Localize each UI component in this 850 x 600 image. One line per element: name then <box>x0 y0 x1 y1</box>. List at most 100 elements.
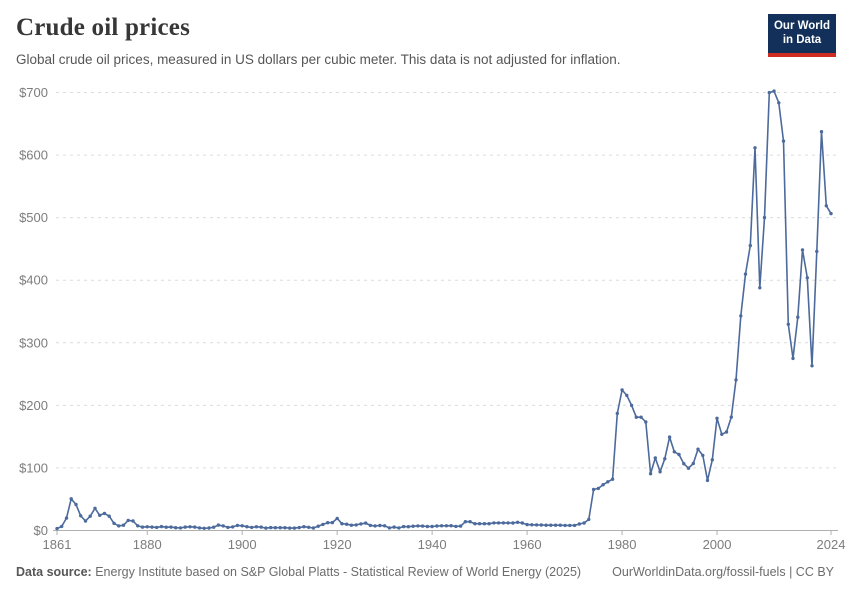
data-point[interactable] <box>796 315 800 319</box>
data-point[interactable] <box>653 456 657 460</box>
data-point[interactable] <box>425 524 430 529</box>
data-point[interactable] <box>159 524 164 529</box>
data-point[interactable] <box>430 524 434 529</box>
data-point[interactable] <box>326 521 330 525</box>
data-point[interactable] <box>183 525 187 529</box>
data-point[interactable] <box>748 243 752 248</box>
data-point[interactable] <box>340 522 344 526</box>
data-point[interactable] <box>397 526 401 530</box>
data-point[interactable] <box>658 470 662 474</box>
data-point[interactable] <box>373 524 377 528</box>
data-point[interactable] <box>368 523 373 528</box>
data-point[interactable] <box>93 506 97 510</box>
data-point[interactable] <box>150 525 154 529</box>
data-point[interactable] <box>449 524 453 528</box>
data-point[interactable] <box>615 411 619 416</box>
data-point[interactable] <box>102 511 107 516</box>
data-point[interactable] <box>549 523 553 527</box>
data-point[interactable] <box>330 520 335 525</box>
data-point[interactable] <box>496 521 501 525</box>
owid-logo[interactable]: Our World in Data <box>768 14 836 57</box>
data-point[interactable] <box>805 276 809 280</box>
data-point[interactable] <box>525 522 529 527</box>
data-point[interactable] <box>824 204 828 208</box>
data-point[interactable] <box>254 525 259 529</box>
data-point[interactable] <box>197 526 202 530</box>
data-point[interactable] <box>639 415 643 419</box>
data-point[interactable] <box>273 526 278 530</box>
data-point[interactable] <box>682 462 686 466</box>
data-point[interactable] <box>174 526 178 530</box>
data-point[interactable] <box>672 450 676 454</box>
data-point[interactable] <box>511 521 515 525</box>
data-point[interactable] <box>454 524 458 529</box>
data-point[interactable] <box>530 523 534 527</box>
data-point[interactable] <box>55 526 59 531</box>
data-point[interactable] <box>582 521 586 525</box>
data-point[interactable] <box>753 146 757 150</box>
data-point[interactable] <box>406 525 411 529</box>
data-point[interactable] <box>98 513 102 517</box>
data-point[interactable] <box>69 497 73 501</box>
data-point[interactable] <box>435 524 439 528</box>
data-point[interactable] <box>126 518 130 523</box>
data-point[interactable] <box>606 480 610 484</box>
data-point[interactable] <box>83 519 88 523</box>
chart-canvas[interactable]: $0 $100 $200 $300 $400 $500 $600 $700 1861 1880 19… <box>0 75 850 555</box>
data-point[interactable] <box>696 447 700 451</box>
data-point[interactable] <box>392 525 396 529</box>
data-point[interactable] <box>387 526 392 530</box>
data-point[interactable] <box>278 526 282 530</box>
data-point[interactable] <box>739 314 743 318</box>
data-point[interactable] <box>539 523 543 527</box>
data-point[interactable] <box>288 526 292 530</box>
data-point[interactable] <box>663 457 667 461</box>
data-point[interactable] <box>644 420 648 424</box>
data-point[interactable] <box>558 523 562 527</box>
data-point[interactable] <box>791 356 795 361</box>
data-point[interactable] <box>178 526 183 530</box>
data-point[interactable] <box>264 526 268 530</box>
data-point[interactable] <box>354 523 358 527</box>
data-point[interactable] <box>164 525 168 529</box>
data-point[interactable] <box>283 526 287 530</box>
data-point[interactable] <box>250 525 254 530</box>
data-point[interactable] <box>245 525 249 529</box>
data-point[interactable] <box>131 519 135 523</box>
data-point[interactable] <box>235 523 240 528</box>
data-point[interactable] <box>202 526 206 530</box>
data-point[interactable] <box>572 523 577 528</box>
data-point[interactable] <box>620 388 624 392</box>
data-point[interactable] <box>786 322 790 326</box>
data-point[interactable] <box>207 526 211 530</box>
data-point[interactable] <box>829 211 833 216</box>
data-point[interactable] <box>587 517 591 522</box>
data-point[interactable] <box>145 525 149 529</box>
data-point[interactable] <box>297 525 301 530</box>
data-point[interactable] <box>212 525 216 529</box>
data-point[interactable] <box>107 514 111 518</box>
data-point[interactable] <box>610 477 615 481</box>
data-point[interactable] <box>758 286 762 290</box>
data-point[interactable] <box>316 524 320 528</box>
data-point[interactable] <box>311 526 316 530</box>
data-point[interactable] <box>705 478 710 483</box>
data-point[interactable] <box>715 416 719 420</box>
data-point[interactable] <box>463 520 468 524</box>
data-point[interactable] <box>734 378 738 382</box>
price-line[interactable] <box>56 90 832 530</box>
data-point[interactable] <box>416 524 420 528</box>
data-point[interactable] <box>634 415 638 419</box>
data-point[interactable] <box>501 521 506 525</box>
data-point[interactable] <box>482 522 487 526</box>
data-point[interactable] <box>601 483 605 487</box>
data-point[interactable] <box>240 524 244 528</box>
data-point[interactable] <box>193 525 197 529</box>
data-point[interactable] <box>321 522 325 527</box>
data-point[interactable] <box>767 90 771 95</box>
data-point[interactable] <box>444 524 449 528</box>
data-point[interactable] <box>169 525 173 529</box>
data-point[interactable] <box>74 502 78 507</box>
data-point[interactable] <box>439 524 444 528</box>
data-point[interactable] <box>382 524 387 528</box>
